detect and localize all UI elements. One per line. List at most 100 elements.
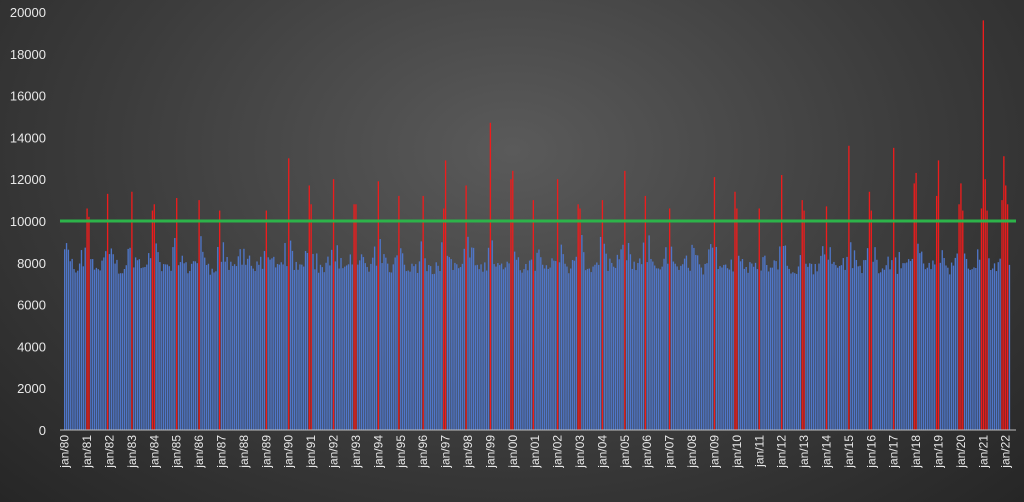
bar bbox=[239, 249, 241, 430]
bar bbox=[639, 258, 641, 430]
bar bbox=[394, 257, 396, 430]
bar bbox=[200, 236, 202, 430]
bar bbox=[764, 255, 766, 430]
x-tick-label: jan/10 bbox=[730, 435, 744, 469]
bar bbox=[400, 248, 402, 430]
bar bbox=[682, 264, 684, 430]
bar bbox=[93, 269, 96, 430]
y-tick-label: 0 bbox=[39, 423, 46, 438]
bar bbox=[601, 200, 604, 430]
bar bbox=[217, 246, 219, 430]
bar bbox=[906, 262, 908, 430]
bar bbox=[144, 267, 146, 430]
bar bbox=[202, 251, 204, 430]
bar bbox=[209, 274, 211, 430]
bar bbox=[198, 200, 200, 430]
bar bbox=[456, 264, 458, 430]
bar bbox=[245, 264, 247, 430]
bar bbox=[260, 256, 262, 430]
bar bbox=[717, 269, 719, 430]
bar bbox=[314, 269, 316, 430]
bar bbox=[291, 250, 294, 430]
bar bbox=[797, 266, 800, 430]
bar bbox=[978, 259, 981, 430]
bar bbox=[448, 257, 450, 430]
bar bbox=[499, 265, 501, 430]
bar bbox=[633, 261, 635, 430]
bar bbox=[131, 191, 133, 430]
bar bbox=[893, 147, 895, 430]
x-tick-label: jan/02 bbox=[551, 435, 565, 469]
bar bbox=[837, 267, 839, 430]
bar bbox=[934, 264, 936, 430]
x-tick-label: jan/95 bbox=[394, 435, 408, 469]
bar bbox=[865, 260, 867, 430]
bar bbox=[667, 263, 669, 430]
bar bbox=[484, 262, 486, 430]
bar bbox=[162, 264, 165, 430]
bar bbox=[106, 193, 109, 430]
bar bbox=[747, 272, 749, 430]
bar bbox=[392, 264, 394, 430]
bar bbox=[540, 257, 542, 430]
bar bbox=[900, 268, 902, 430]
bar bbox=[187, 273, 189, 430]
bar bbox=[64, 249, 66, 430]
bar bbox=[782, 245, 785, 430]
bar bbox=[383, 254, 385, 430]
x-tick-label: jan/11 bbox=[752, 435, 766, 468]
bar bbox=[151, 210, 154, 430]
bar bbox=[937, 160, 940, 430]
bar bbox=[870, 210, 872, 430]
bar bbox=[678, 269, 680, 430]
bar bbox=[295, 261, 297, 430]
bar bbox=[941, 250, 943, 430]
bar bbox=[351, 264, 353, 430]
bar bbox=[190, 263, 193, 430]
bar bbox=[538, 249, 540, 430]
x-tick-label: jan/16 bbox=[864, 435, 878, 469]
bar bbox=[762, 257, 764, 430]
bar bbox=[706, 263, 708, 430]
bar bbox=[112, 254, 114, 430]
bar bbox=[513, 251, 516, 430]
bar bbox=[665, 247, 667, 430]
bar bbox=[136, 260, 139, 430]
bar bbox=[127, 248, 129, 430]
bar bbox=[749, 262, 751, 430]
bar bbox=[680, 265, 682, 430]
x-tick-label: jan/91 bbox=[304, 435, 318, 469]
bar bbox=[784, 245, 787, 430]
bar bbox=[379, 239, 381, 430]
bar bbox=[125, 265, 127, 430]
bar bbox=[347, 264, 350, 430]
bar bbox=[988, 258, 990, 430]
y-tick-label: 2000 bbox=[17, 381, 46, 396]
bar bbox=[403, 264, 406, 430]
bar bbox=[874, 247, 876, 430]
bar bbox=[377, 181, 380, 430]
bar bbox=[555, 261, 557, 430]
bar bbox=[620, 249, 622, 430]
bar bbox=[235, 266, 238, 430]
bar bbox=[444, 160, 447, 430]
bar bbox=[950, 262, 953, 430]
bar bbox=[205, 265, 208, 430]
bar bbox=[993, 263, 996, 430]
bar bbox=[459, 267, 462, 430]
bar bbox=[758, 208, 760, 430]
bar bbox=[401, 253, 404, 430]
bar bbox=[790, 273, 792, 430]
bar bbox=[949, 274, 951, 430]
bar bbox=[457, 268, 460, 430]
bar bbox=[261, 268, 264, 430]
bar bbox=[545, 265, 548, 430]
bar bbox=[429, 266, 432, 430]
bar bbox=[786, 265, 788, 430]
bar bbox=[644, 195, 647, 430]
x-tick-label: jan/06 bbox=[640, 435, 654, 469]
bar bbox=[939, 262, 942, 430]
bar bbox=[603, 243, 605, 430]
bar bbox=[907, 259, 910, 430]
bar bbox=[879, 272, 882, 430]
